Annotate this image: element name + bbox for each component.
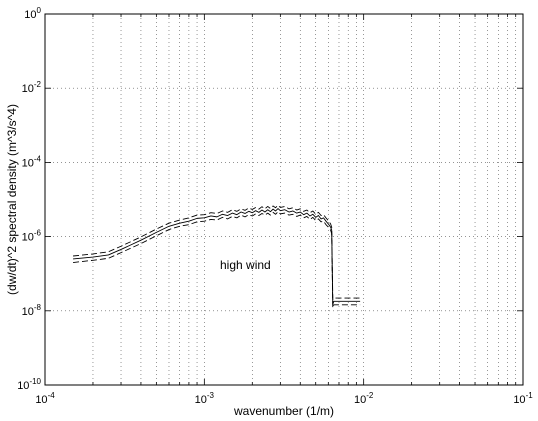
data-series [73,204,361,309]
series-line-2-dashed [73,204,361,301]
x-tick-label: 10-2 [354,391,374,406]
y-tick-label: 10-4 [22,154,42,169]
y-tick-label: 100 [24,6,41,21]
y-axis-label: (dw/dt)^2 spectral density (m^3/s^4) [5,104,19,295]
y-tick-label: 10-6 [22,229,42,244]
series-line-3-dashed [73,211,361,309]
y-tick-label: 10-10 [17,377,41,392]
x-axis-label: wavenumber (1/m) [233,404,334,418]
annotation-high-wind: high wind [220,258,271,272]
plot-frame [44,13,524,386]
x-tick-label: 10-4 [35,391,55,406]
x-tick-labels: 10-4 10-3 10-2 10-1 [35,391,533,406]
y-tick-label: 10-2 [22,80,42,95]
grid-lines [45,14,523,385]
axis-ticks [44,13,523,386]
x-tick-label: 10-1 [513,391,533,406]
y-tick-labels: 100 10-2 10-4 10-6 10-8 10-10 [17,6,41,392]
series-line-1-solid [73,208,361,305]
x-tick-label: 10-3 [195,391,215,406]
y-tick-label: 10-8 [22,303,42,318]
